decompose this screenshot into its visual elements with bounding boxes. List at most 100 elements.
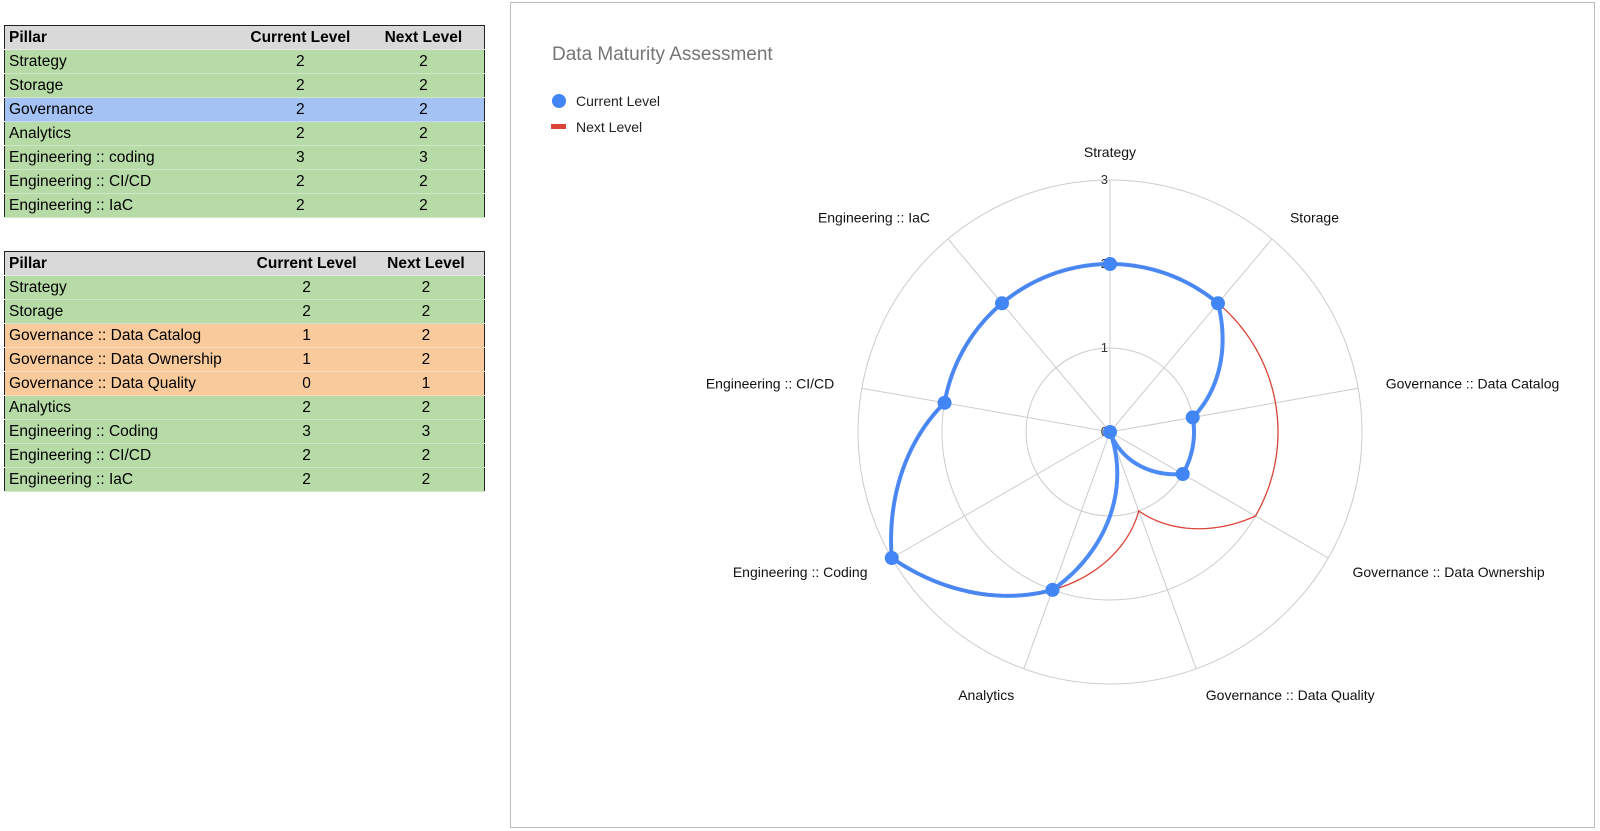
cell-pillar[interactable]: Governance — [4, 97, 238, 122]
cell-pillar[interactable]: Storage — [4, 299, 246, 324]
header-next-level[interactable]: Next Level — [362, 25, 485, 50]
table-header-row: Pillar Current Level Next Level — [4, 251, 485, 276]
cell-current-level[interactable]: 2 — [237, 49, 363, 74]
cell-current-level[interactable]: 2 — [245, 395, 368, 420]
radar-series — [884, 257, 1279, 598]
table-row: Engineering :: IaC 2 2 — [4, 193, 485, 218]
axis-label: Engineering :: Coding — [733, 564, 868, 580]
current-level-point — [1103, 257, 1117, 271]
cell-current-level[interactable]: 3 — [237, 145, 363, 170]
cell-next-level[interactable]: 3 — [367, 419, 485, 444]
cell-pillar[interactable]: Storage — [4, 73, 238, 98]
cell-current-level[interactable]: 0 — [245, 371, 368, 396]
chart-title: Data Maturity Assessment — [552, 44, 773, 65]
cell-next-level[interactable]: 2 — [362, 169, 485, 194]
cell-next-level[interactable]: 2 — [367, 467, 485, 492]
current-level-point — [1175, 467, 1190, 481]
legend-next-marker — [551, 124, 566, 129]
cell-next-level[interactable]: 2 — [362, 193, 485, 218]
axis-spoke — [1109, 431, 1197, 669]
axis-spoke — [891, 431, 1111, 559]
cell-next-level[interactable]: 2 — [367, 275, 485, 300]
axis-label: Engineering :: IaC — [818, 210, 930, 226]
axis-label: Storage — [1290, 210, 1339, 226]
cell-pillar[interactable]: Engineering :: IaC — [4, 193, 238, 218]
cell-next-level[interactable]: 2 — [362, 49, 485, 74]
cell-current-level[interactable]: 2 — [237, 73, 363, 98]
axis-label: Analytics — [958, 687, 1014, 703]
cell-current-level[interactable]: 2 — [237, 169, 363, 194]
cell-current-level[interactable]: 1 — [245, 347, 368, 372]
cell-current-level[interactable]: 2 — [245, 299, 368, 324]
legend-next-label: Next Level — [576, 119, 642, 135]
radial-tick-label: 3 — [1101, 172, 1108, 187]
axis-spoke — [947, 238, 1111, 433]
cell-next-level[interactable]: 2 — [362, 73, 485, 98]
table-row: Governance :: Data Quality 0 1 — [4, 371, 485, 396]
cell-current-level[interactable]: 2 — [237, 193, 363, 218]
radar-chart: Data Maturity Assessment Current Level N… — [551, 44, 1559, 703]
cell-pillar[interactable]: Governance :: Data Catalog — [4, 323, 246, 348]
cell-pillar[interactable]: Analytics — [4, 121, 238, 146]
cell-next-level[interactable]: 2 — [367, 323, 485, 348]
cell-pillar[interactable]: Engineering :: coding — [4, 145, 238, 170]
legend-current-marker — [552, 94, 566, 108]
table-row: Analytics 2 2 — [4, 121, 485, 146]
axis-spoke — [1109, 238, 1273, 433]
table-row-selected: Governance 2 2 — [4, 97, 485, 122]
legend-current-label: Current Level — [576, 93, 660, 109]
cell-next-level[interactable]: 2 — [367, 299, 485, 324]
header-pillar[interactable]: Pillar — [4, 251, 246, 276]
cell-pillar[interactable]: Engineering :: CI/CD — [4, 169, 238, 194]
cell-pillar[interactable]: Governance :: Data Ownership — [4, 347, 246, 372]
cell-current-level[interactable]: 2 — [245, 443, 368, 468]
table-row: Engineering :: CI/CD 2 2 — [4, 443, 485, 468]
cell-pillar[interactable]: Engineering :: Coding — [4, 419, 246, 444]
cell-current-level[interactable]: 2 — [245, 467, 368, 492]
table-row: Storage 2 2 — [4, 73, 485, 98]
header-current-level[interactable]: Current Level — [237, 25, 363, 50]
cell-next-level[interactable]: 3 — [362, 145, 485, 170]
cell-pillar[interactable]: Strategy — [4, 275, 246, 300]
cell-current-level[interactable]: 2 — [237, 97, 363, 122]
cell-pillar[interactable]: Analytics — [4, 395, 246, 420]
cell-current-level[interactable]: 1 — [245, 323, 368, 348]
table-header-row: Pillar Current Level Next Level — [4, 25, 485, 50]
radial-tick-label: 1 — [1101, 340, 1108, 355]
cell-pillar[interactable]: Engineering :: IaC — [4, 467, 246, 492]
current-level-point — [1185, 410, 1200, 425]
axis-spoke — [861, 387, 1111, 433]
axis-label: Governance :: Data Quality — [1206, 687, 1375, 703]
legend[interactable]: Current Level Next Level — [551, 93, 660, 135]
cell-next-level[interactable]: 2 — [362, 121, 485, 146]
radar-chart-panel[interactable]: Data Maturity Assessment Current Level N… — [510, 2, 1595, 828]
cell-next-level[interactable]: 2 — [367, 347, 485, 372]
cell-current-level[interactable]: 3 — [245, 419, 368, 444]
cell-next-level[interactable]: 2 — [367, 443, 485, 468]
current-level-point — [1045, 582, 1060, 597]
axis-label: Engineering :: CI/CD — [706, 375, 834, 391]
axis-label: Governance :: Data Catalog — [1386, 375, 1560, 391]
axis-label: Governance :: Data Ownership — [1352, 564, 1544, 580]
header-current-level[interactable]: Current Level — [245, 251, 368, 276]
header-pillar[interactable]: Pillar — [4, 25, 238, 50]
current-level-point — [1103, 425, 1117, 439]
cell-pillar[interactable]: Engineering :: CI/CD — [4, 443, 246, 468]
cell-next-level[interactable]: 2 — [362, 97, 485, 122]
pillar-table-detailed: Pillar Current Level Next Level Strategy… — [4, 251, 485, 492]
cell-next-level[interactable]: 1 — [367, 371, 485, 396]
current-level-point — [937, 395, 952, 410]
cell-pillar[interactable]: Strategy — [4, 49, 238, 74]
table-row: Governance :: Data Ownership 1 2 — [4, 347, 485, 372]
axis-spoke — [1109, 431, 1329, 559]
table-row: Strategy 2 2 — [4, 275, 485, 300]
cell-current-level[interactable]: 2 — [237, 121, 363, 146]
cell-next-level[interactable]: 2 — [367, 395, 485, 420]
header-next-level[interactable]: Next Level — [367, 251, 485, 276]
table-row: Strategy 2 2 — [4, 49, 485, 74]
cell-current-level[interactable]: 2 — [245, 275, 368, 300]
table-row: Governance :: Data Catalog 1 2 — [4, 323, 485, 348]
cell-pillar[interactable]: Governance :: Data Quality — [4, 371, 246, 396]
axis-spoke — [1109, 387, 1359, 433]
